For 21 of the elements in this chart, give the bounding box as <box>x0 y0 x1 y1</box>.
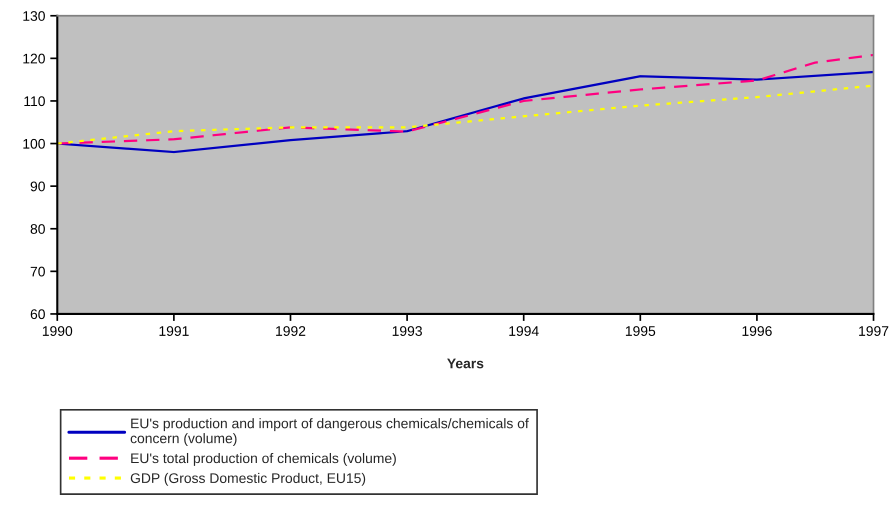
x-tick-label: 1990 <box>42 326 72 336</box>
y-tick-label: 60 <box>30 309 45 320</box>
y-tick-label: 110 <box>24 96 45 106</box>
x-tick-label: 1995 <box>626 326 656 336</box>
legend-label: GDP (Gross Domestic Product, EU15) <box>130 472 366 486</box>
x-axis-title: Years <box>447 358 484 368</box>
y-tick-label: 120 <box>23 54 45 64</box>
y-tick-label: 100 <box>23 138 45 149</box>
y-tick-label: 130 <box>23 11 45 21</box>
x-tick-label: 1993 <box>392 326 422 336</box>
legend-label: EU's total production of chemicals (volume) <box>131 452 396 466</box>
x-tick-label: 1991 <box>160 326 189 336</box>
legend-label: EU's production and import of dangerous chemicals/chemicals of concern (volume) <box>130 418 529 446</box>
y-tick-label: 80 <box>30 224 45 234</box>
x-tick-label: 1994 <box>509 326 539 336</box>
x-tick-label: 1992 <box>276 326 306 336</box>
x-tick-label: 1997 <box>859 326 888 336</box>
y-tick-label: 70 <box>30 266 45 277</box>
y-tick-label: 90 <box>30 181 45 192</box>
x-tick-label: 1996 <box>742 326 772 336</box>
line-series <box>57 70 874 154</box>
